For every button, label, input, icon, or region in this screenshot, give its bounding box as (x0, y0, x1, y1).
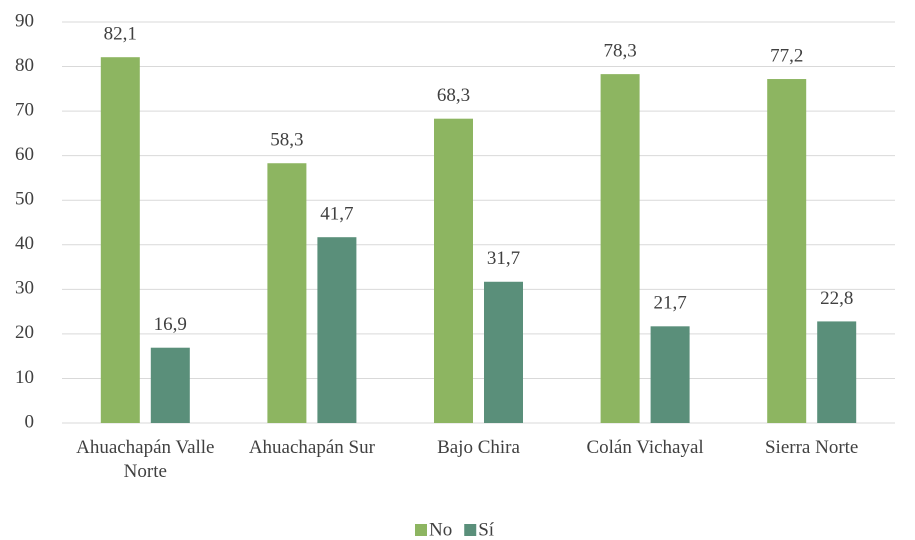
data-label: 16,9 (154, 314, 187, 335)
bar (767, 79, 807, 423)
legend-label: Sí (478, 519, 495, 540)
y-tick-label: 90 (15, 10, 34, 31)
x-tick-label: Bajo Chira (437, 437, 520, 458)
y-tick-label: 80 (15, 55, 34, 76)
x-tick-label: Ahuachapán Sur (248, 437, 375, 458)
data-label: 68,3 (437, 85, 470, 106)
x-tick-label: Colán Vichayal (586, 437, 704, 458)
bar (817, 321, 857, 423)
y-tick-label: 10 (15, 367, 34, 388)
y-tick-label: 70 (15, 99, 34, 120)
bar (100, 57, 140, 424)
legend-swatch (464, 524, 477, 536)
y-tick-label: 50 (15, 189, 34, 210)
data-label: 77,2 (770, 45, 803, 66)
y-tick-label: 0 (25, 411, 35, 432)
data-label: 82,1 (104, 24, 137, 45)
x-tick-label: Ahuachapán Valle Norte (76, 437, 215, 482)
data-label: 22,8 (820, 288, 853, 309)
data-label: 58,3 (270, 130, 303, 151)
data-label: 78,3 (603, 40, 636, 61)
y-tick-label: 60 (15, 144, 34, 165)
bar (267, 163, 307, 424)
legend-swatch (415, 524, 427, 536)
bar (600, 74, 640, 423)
data-label: 41,7 (320, 204, 353, 225)
bar (150, 347, 190, 423)
x-tick-label: Sierra Norte (764, 437, 859, 458)
bar (317, 237, 357, 423)
data-label: 21,7 (653, 293, 686, 314)
y-tick-label: 20 (15, 322, 34, 343)
bar (650, 326, 690, 423)
y-tick-label: 40 (15, 233, 34, 254)
bar (434, 118, 473, 424)
data-label: 31,7 (487, 248, 520, 269)
legend-label: No (429, 519, 452, 540)
bar (484, 281, 523, 423)
y-tick-label: 30 (15, 278, 34, 299)
